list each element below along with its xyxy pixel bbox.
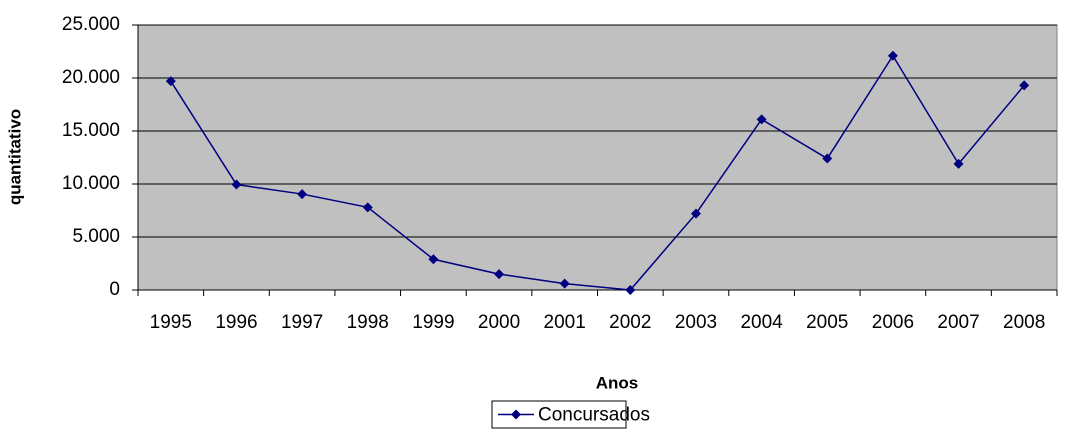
data-point [165, 76, 176, 87]
data-point [690, 208, 701, 219]
y-tick-label: 15.000 [62, 120, 120, 141]
y-tick-label: 10.000 [62, 173, 120, 194]
data-point [887, 50, 898, 61]
series-line [170, 54, 1025, 291]
data-point [362, 202, 373, 213]
x-axis-title: Anos [596, 373, 639, 392]
data-point [822, 153, 833, 164]
x-tick-label: 1997 [281, 312, 323, 333]
y-tick-label: 20.000 [62, 67, 120, 88]
legend-marker [511, 409, 521, 420]
data-point [1019, 80, 1030, 91]
data-point [559, 278, 570, 289]
x-tick-label: 1996 [215, 312, 257, 333]
data-point [428, 254, 439, 265]
x-tick-label: 1998 [347, 312, 389, 333]
x-tick-label: 2002 [609, 312, 651, 333]
y-tick-label: 0 [109, 279, 120, 300]
x-tick-label: 2001 [544, 312, 586, 333]
x-tick-label: 2004 [740, 312, 783, 333]
data-point [625, 285, 636, 295]
data-point [494, 269, 505, 280]
x-tick-label: 2006 [872, 312, 914, 333]
x-tick-label: 1995 [150, 312, 192, 333]
x-tick-label: 2007 [937, 312, 979, 333]
y-tick-label: 5.000 [72, 226, 120, 247]
x-tick-label: 2005 [806, 312, 848, 333]
y-tick-label: 25.000 [62, 14, 120, 35]
data-point [756, 114, 767, 125]
x-tick-label: 2008 [1003, 312, 1045, 333]
legend-label: Concursados [538, 405, 650, 426]
data-point [297, 189, 308, 200]
y-axis-title: quantitativo [5, 109, 24, 205]
x-tick-label: 1999 [412, 312, 454, 333]
data-point [231, 179, 242, 190]
data-point [953, 158, 964, 169]
plot-area [137, 24, 1058, 291]
x-tick-label: 2003 [675, 312, 717, 333]
x-tick-label: 2000 [478, 312, 520, 333]
